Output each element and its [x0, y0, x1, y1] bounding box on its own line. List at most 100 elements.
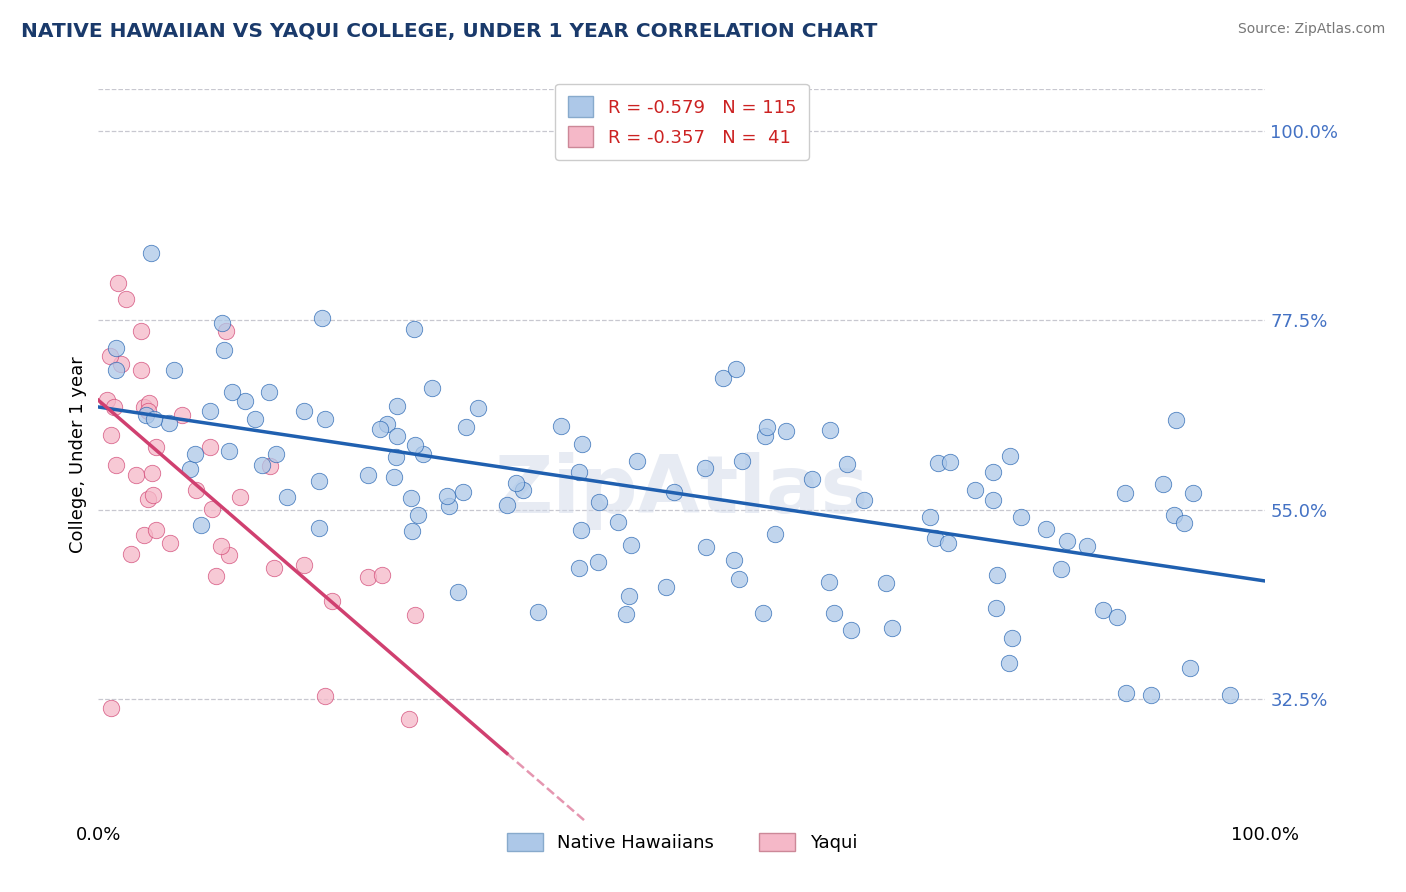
Point [588, 494, 610, 508]
Point [695, 541, 717, 555]
Point [1010, 510, 1032, 524]
Point [404, 438, 426, 452]
Point [1166, 413, 1188, 427]
Point [371, 568, 394, 582]
Point [200, 403, 222, 417]
Point [385, 450, 408, 464]
Point [763, 526, 786, 541]
Point [250, 458, 273, 472]
Point [654, 580, 676, 594]
Point [159, 536, 181, 550]
Point [308, 521, 330, 535]
Point [129, 324, 152, 338]
Point [839, 624, 862, 638]
Point [103, 400, 125, 414]
Point [568, 560, 591, 574]
Point [451, 485, 474, 500]
Point [368, 422, 391, 436]
Point [880, 621, 903, 635]
Point [755, 420, 778, 434]
Point [606, 516, 628, 530]
Point [420, 381, 443, 395]
Point [505, 476, 527, 491]
Point [1091, 603, 1114, 617]
Point [321, 594, 343, 608]
Point [132, 528, 155, 542]
Point [724, 362, 747, 376]
Point [115, 292, 138, 306]
Point [200, 440, 222, 454]
Point [145, 523, 167, 537]
Point [568, 466, 591, 480]
Point [184, 447, 207, 461]
Point [1219, 688, 1241, 702]
Point [136, 491, 159, 506]
Point [1114, 486, 1136, 500]
Point [927, 457, 949, 471]
Point [467, 401, 489, 415]
Point [264, 447, 287, 461]
Point [1105, 609, 1128, 624]
Point [456, 420, 478, 434]
Point [243, 412, 266, 426]
Point [399, 491, 422, 505]
Point [138, 395, 160, 409]
Legend: Native Hawaiians, Yaqui: Native Hawaiians, Yaqui [499, 825, 865, 859]
Point [276, 490, 298, 504]
Point [404, 607, 426, 622]
Point [139, 246, 162, 260]
Point [1182, 486, 1205, 500]
Point [727, 572, 749, 586]
Point [218, 444, 240, 458]
Point [1056, 533, 1078, 548]
Point [100, 428, 122, 442]
Point [105, 458, 128, 472]
Point [693, 461, 716, 475]
Point [292, 558, 315, 572]
Point [1076, 539, 1098, 553]
Point [229, 490, 252, 504]
Point [626, 453, 648, 467]
Point [938, 536, 960, 550]
Point [141, 487, 163, 501]
Point [357, 468, 380, 483]
Point [853, 492, 876, 507]
Point [100, 700, 122, 714]
Point [401, 524, 423, 538]
Point [412, 447, 434, 461]
Point [233, 393, 256, 408]
Point [496, 498, 519, 512]
Point [212, 343, 235, 358]
Point [436, 489, 458, 503]
Point [190, 518, 212, 533]
Point [571, 436, 593, 450]
Point [1001, 631, 1024, 645]
Point [823, 606, 845, 620]
Point [375, 417, 398, 431]
Point [1140, 688, 1163, 702]
Point [616, 607, 638, 621]
Point [752, 606, 775, 620]
Point [259, 459, 281, 474]
Point [314, 690, 336, 704]
Y-axis label: College, Under 1 year: College, Under 1 year [69, 357, 87, 553]
Point [204, 569, 226, 583]
Point [129, 363, 152, 377]
Point [200, 502, 222, 516]
Point [215, 324, 238, 338]
Point [820, 423, 842, 437]
Point [170, 408, 193, 422]
Point [143, 412, 166, 426]
Point [588, 555, 610, 569]
Point [104, 341, 127, 355]
Point [125, 468, 148, 483]
Point [723, 553, 745, 567]
Point [775, 425, 797, 439]
Point [96, 392, 118, 407]
Point [986, 601, 1008, 615]
Point [918, 510, 941, 524]
Point [314, 412, 336, 426]
Point [385, 429, 408, 443]
Point [311, 310, 333, 325]
Point [385, 399, 408, 413]
